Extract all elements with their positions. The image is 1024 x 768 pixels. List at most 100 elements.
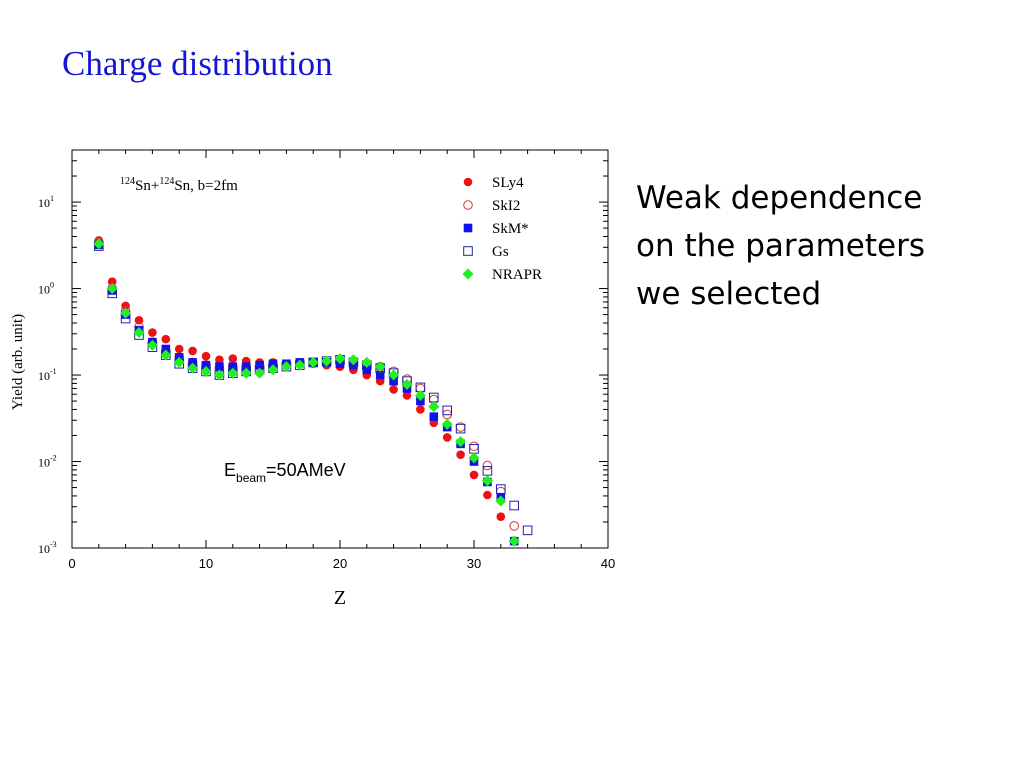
data-point-sly4 [188,346,197,356]
legend-label: SkI2 [492,198,520,214]
data-point-nrapr [388,369,400,381]
reaction-mass-2: 124 [159,176,174,187]
data-point-skm [215,362,224,371]
data-point-nrapr [213,369,225,381]
data-marks [93,236,533,547]
data-point-nrapr [361,356,373,368]
y-tick-label: 10-2 [38,454,57,470]
data-point-gs [509,500,519,511]
y-tick-exponent: -2 [50,454,57,463]
y-tick-mantissa: 10 [38,456,50,470]
slide-title: Charge distribution [62,44,333,83]
data-point-nrapr [187,362,199,374]
data-point-skm [416,396,425,406]
data-point-skm [429,412,439,421]
data-point-sly4 [201,351,211,361]
data-point-skm [241,362,251,371]
reaction-param: , b=2fm [190,178,238,194]
reaction-label: 124Sn+124Sn, b=2fm [120,176,238,194]
data-point-nrapr [294,359,306,371]
data-point-ski2 [469,441,479,452]
data-point-gs [496,484,506,494]
data-point-nrapr [280,361,292,373]
data-point-nrapr [160,349,172,361]
x-tick-label: 20 [333,556,347,571]
y-tick-exponent: 1 [50,194,54,203]
data-point-sly4 [483,490,492,500]
y-tick-mantissa: 10 [38,283,50,297]
data-point-sly4 [442,433,452,442]
x-tick-label: 10 [199,556,213,571]
data-point-sly4 [416,405,425,414]
y-axis-label: Yield (arb. unit) [10,314,26,410]
side-note-line: on the parameters [636,228,926,264]
data-point-sly4 [469,470,479,480]
data-point-sly4 [148,328,157,337]
data-point-nrapr [93,238,105,250]
data-point-nrapr [240,367,252,379]
data-point-ski2 [482,460,493,471]
data-point-nrapr [200,365,212,377]
data-point-nrapr [414,389,426,401]
data-point-sly4 [121,301,130,311]
y-tick-mantissa: 10 [38,542,50,556]
data-point-nrapr [374,361,386,373]
data-point-nrapr [508,535,520,547]
data-point-nrapr [133,327,145,339]
data-point-sly4 [161,334,171,344]
data-point-nrapr [455,436,467,448]
data-point-nrapr [468,452,480,464]
y-tick-label: 101 [38,194,54,210]
data-point-sly4 [107,277,117,287]
x-tick-label: 0 [68,556,75,571]
data-point-gs [455,423,466,434]
y-tick-mantissa: 10 [38,196,50,210]
data-point-ski2 [509,521,520,531]
data-point-skm [389,376,398,386]
data-point-gs [482,466,493,476]
data-point-gs [429,392,439,403]
legend-marker [462,268,474,280]
y-tick-label: 10-1 [38,367,57,383]
legend-label: SkM* [492,221,529,237]
data-point-skm [188,358,197,367]
data-point-skm [201,360,211,370]
reaction-mass-1: 124 [120,176,135,187]
legend: SLy4 SkI2 SkM* Gs NRAPR [462,175,542,283]
data-point-sly4 [228,354,238,363]
data-point-sly4 [389,385,398,394]
reaction-element-1: Sn [135,178,151,194]
legend-label: Gs [492,244,509,260]
legend-marker [463,246,473,256]
data-point-nrapr [146,339,158,351]
y-tick-exponent: 0 [50,281,54,290]
data-point-nrapr [401,378,413,390]
data-point-nrapr [267,364,279,376]
data-point-nrapr [347,354,359,366]
reaction-element-2: Sn [174,178,190,194]
beam-energy-label: Ebeam=50AMeV [224,460,346,485]
data-point-sly4 [174,344,184,354]
x-tick-label: 40 [601,556,615,571]
reaction-plus: + [151,178,159,194]
side-note: Weak dependence on the parameters we sel… [636,174,996,318]
data-point-nrapr [441,418,453,430]
data-point-nrapr [120,307,132,319]
data-point-sly4 [134,315,144,325]
side-note-line: we selected [636,276,822,312]
data-point-nrapr [227,367,239,379]
data-point-nrapr [334,353,346,365]
data-point-nrapr [321,355,333,367]
data-point-gs [442,405,452,416]
data-point-nrapr [428,401,440,413]
data-point-sly4 [215,355,224,365]
data-point-sly4 [456,450,465,459]
beam-energy-main: E [224,460,236,480]
data-point-sly4 [402,391,412,400]
data-point-skm [161,344,171,354]
beam-energy-value: =50AMeV [266,460,346,480]
y-tick-mantissa: 10 [38,369,50,383]
legend-marker [463,200,473,210]
data-point-skm [228,362,238,371]
